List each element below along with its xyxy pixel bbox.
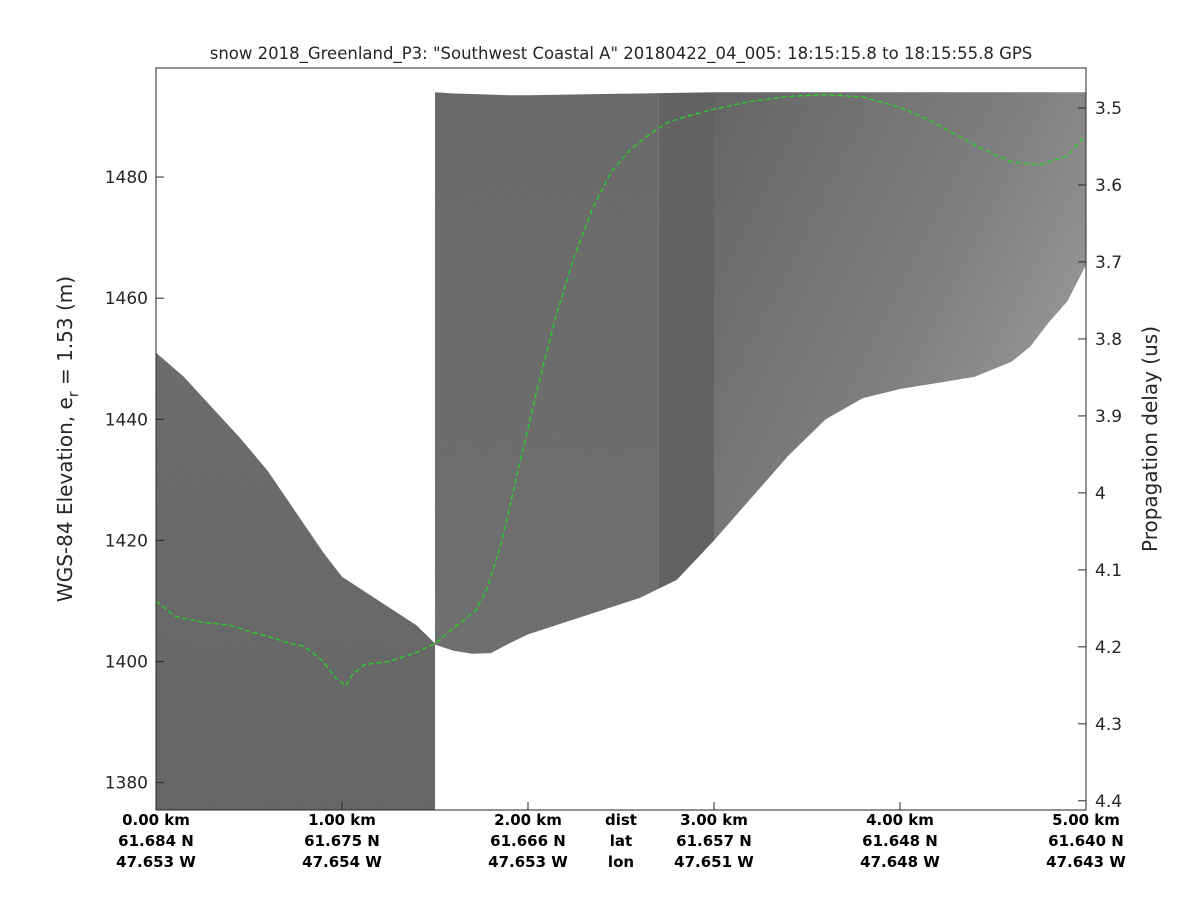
x-tick-label-lon: 47.651 W [674,853,754,871]
x-row-label-dist: dist [605,811,637,829]
right-y-tick-label: 4.2 [1095,638,1122,658]
x-tick-label-lat: 61.675 N [304,832,380,850]
left-y-tick-label: 1400 [105,653,148,673]
left-y-axis-label-subscript: r [66,391,82,397]
right-y-tick-label: 4 [1095,484,1106,504]
right-y-tick-label: 3.8 [1095,330,1122,350]
chart-title: snow 2018_Greenland_P3: "Southwest Coast… [210,44,1033,64]
x-tick-label-lon: 47.653 W [116,853,196,871]
x-tick-label-dist: 0.00 km [122,811,190,829]
x-row-label-lon: lon [608,853,634,871]
x-tick-label-lon: 47.653 W [488,853,568,871]
no-data-region-top [435,68,1086,96]
x-tick-label-dist: 5.00 km [1052,811,1120,829]
left-y-tick-label: 1380 [105,774,148,794]
x-tick-label-lon: 47.643 W [1046,853,1126,871]
right-y-tick-label: 3.9 [1095,407,1122,427]
left-y-tick-label: 1480 [105,168,148,188]
left-y-axis-label-main: WGS-84 Elevation, e [53,397,77,602]
left-y-axis-label-tail: = 1.53 (m) [53,276,77,391]
left-y-tick-label: 1460 [105,289,148,309]
x-tick-label-dist: 3.00 km [680,811,748,829]
x-row-label-lat: lat [610,832,632,850]
x-tick-label-dist: 4.00 km [866,811,934,829]
x-tick-label-dist: 1.00 km [308,811,376,829]
x-axis: 0.00 km 61.684 N 47.653 W 1.00 km 61.675 N 47… [116,802,1126,871]
x-tick-label-lon: 47.654 W [302,853,382,871]
left-y-axis: 1380 1400 1420 1440 1460 1480 [105,168,164,794]
left-y-tick-label: 1420 [105,531,148,551]
right-y-tick-label: 3.7 [1095,253,1122,273]
x-tick-label-lat: 61.666 N [490,832,566,850]
left-y-axis-label: WGS-84 Elevation, er = 1.53 (m) [53,276,82,602]
right-y-axis: 3.5 3.6 3.7 3.8 3.9 4 4.1 4.2 4.3 4.4 [1078,99,1122,812]
x-tick-label-dist: 2.00 km [494,811,562,829]
right-y-tick-label: 3.5 [1095,99,1122,119]
axes-box [155,67,1087,811]
x-tick-label-lat: 61.684 N [118,832,194,850]
x-tick-label-lat: 61.657 N [676,832,752,850]
right-y-tick-label: 4.4 [1095,792,1122,812]
x-tick-label-lat: 61.640 N [1048,832,1124,850]
no-data-region-upper-left [156,68,435,644]
left-y-tick-label: 1440 [105,410,148,430]
echogram-plot-area [156,68,1086,810]
right-y-tick-label: 4.1 [1095,561,1122,581]
right-y-axis-label: Propagation delay (us) [1138,326,1162,552]
x-tick-label-lat: 61.648 N [862,832,938,850]
x-tick-label-lon: 47.648 W [860,853,940,871]
right-y-tick-label: 3.6 [1095,176,1122,196]
surface-layer-line [156,94,1086,687]
chart-title-text: snow 2018_Greenland_P3: "Southwest Coast… [210,44,1033,64]
no-data-region-bottom [435,264,1086,810]
right-y-tick-label: 4.3 [1095,715,1122,735]
